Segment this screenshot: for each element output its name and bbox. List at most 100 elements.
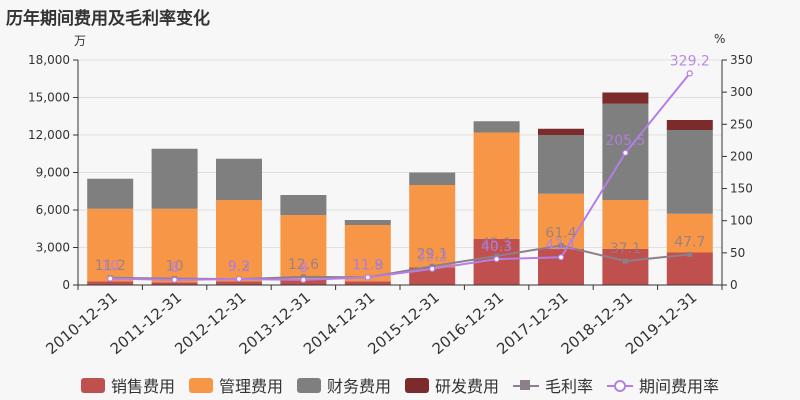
right-tick-label: 200 [730,149,753,163]
gross-margin-data-label: 45.1 [481,236,512,252]
legend-item-finance[interactable]: 财务费用 [296,373,391,397]
data-label-layer: 11.2 10 9.2 12.6 11.929.145.161.437.1 47.710 8… [95,53,710,275]
legend-item-rnd[interactable]: 研发费用 [405,373,499,397]
legend-line-swatch [513,378,540,393]
bar-segment [87,208,134,282]
legend-swatch [296,377,321,393]
gross-margin-data-label: 11.2 [95,258,126,274]
right-tick-label: 250 [730,117,753,131]
bar-layer [87,92,713,285]
left-tick-label: 15,000 [28,91,70,105]
gross-margin-data-label: 9.2 [228,259,250,275]
bar-segment [409,267,456,285]
right-tick-label: 350 [730,53,753,67]
bar-segment [151,148,198,209]
bar-segment [87,178,134,209]
bar-segment [473,121,520,133]
expense-ratio-data-label: 43.1 [545,237,576,253]
expense-ratio-line [110,72,691,281]
expense-ratio-point [622,149,629,156]
bar-segment [344,281,391,285]
bar-segment [666,252,713,285]
bar-segment [344,220,391,225]
expense-ratio-data-label: 205.5 [605,133,645,149]
chart-title: 历年期间费用及毛利率变化 [6,9,210,29]
gross-margin-point [687,251,693,257]
legend-label: 销售费用 [110,377,175,396]
expense-ratio-data-label: 40.3 [481,239,512,255]
legend-item-expense-ratio[interactable]: 期间费用率 [607,373,719,397]
bar-segment [602,248,649,285]
legend-label: 毛利率 [545,377,594,396]
left-tick-label: 12,000 [28,128,70,142]
legend-item-admin[interactable]: 管理费用 [188,373,283,397]
bar-segment [538,248,584,285]
expense-ratio-point [107,275,114,282]
legend-swatch [405,377,429,393]
legend-label: 管理费用 [218,377,283,396]
legend-swatch [188,377,213,393]
bar-segment [151,208,198,283]
left-axis-unit: 万 [74,34,87,48]
gross-margin-data-label: 61.4 [545,226,576,242]
legend-swatch [80,377,105,393]
expense-ratio-point [300,276,307,283]
gross-margin-point [558,243,564,249]
expense-ratio-data-label: 10 [101,259,119,275]
expense-ratio-point [493,255,500,263]
bar-segment [473,132,520,239]
expense-ratio-point [686,70,693,77]
bar-segment [216,281,262,285]
legend-label: 财务费用 [326,377,391,396]
gross-margin-data-label: 11.9 [352,257,383,273]
left-tick-label: 9,000 [36,166,70,180]
legend-line-swatch [607,378,634,393]
bar-segment [344,225,391,282]
expense-ratio-data-label: 8 [170,260,179,276]
expense-ratio-data-label: 33.2 [417,249,448,265]
expense-ratio-data-label: 9.3 [228,259,250,275]
bar-segment [87,281,134,285]
bar-segment [666,213,713,253]
expense-ratio-point [429,265,436,273]
bar-segment [538,128,584,135]
line-layer [107,70,693,283]
bar-segment [666,130,713,214]
bar-segment [602,200,649,249]
bar-segment [409,172,456,185]
x-tick-label: 2019-12-31 [622,288,700,358]
gross-margin-data-label: 10 [166,259,184,275]
legend: 销售费用 管理费用 财务费用 研发费用 毛利率 期间费用率 [0,372,800,398]
bar-segment [280,195,327,215]
gross-margin-data-label: 29.1 [417,246,448,262]
left-tick-label: 6,000 [36,203,70,217]
gross-margin-data-label: 12.6 [288,257,319,273]
right-axis-unit: % [714,32,726,46]
expense-ratio-data-label: 11.8 [352,257,383,273]
expense-ratio-point [171,276,178,283]
legend-label: 期间费用率 [639,377,720,396]
bar-segment [151,282,198,285]
bar-segment [538,193,584,249]
right-tick-label: 300 [730,85,753,99]
legend-label: 研发费用 [435,377,500,396]
bar-segment [216,158,262,200]
bar-segment [409,185,456,268]
legend-item-gross-margin[interactable]: 毛利率 [513,373,593,397]
right-tick-label: 150 [730,182,753,196]
expense-ratio-point [235,275,243,283]
left-tick-label: 3,000 [36,241,70,255]
expense-ratio-point [557,254,565,261]
bar-segment [280,215,327,280]
right-tick-label: 50 [730,246,745,260]
bar-segment [538,135,584,194]
gross-margin-data-label: 47.7 [674,234,705,250]
expense-ratio-point [364,274,371,281]
legend-item-sales[interactable]: 销售费用 [80,373,175,397]
right-tick-label: 100 [730,214,753,228]
bar-segment [602,92,649,104]
bar-segment [666,120,713,130]
right-tick-label: 0 [730,278,738,292]
bar-segment [216,200,262,282]
